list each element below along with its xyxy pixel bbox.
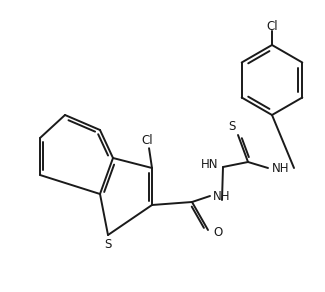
Text: Cl: Cl: [266, 20, 278, 34]
Text: NH: NH: [213, 190, 231, 202]
Text: HN: HN: [201, 159, 219, 171]
Text: O: O: [214, 227, 223, 239]
Text: Cl: Cl: [141, 134, 153, 147]
Text: S: S: [228, 121, 236, 133]
Text: NH: NH: [272, 161, 290, 175]
Text: S: S: [104, 239, 112, 251]
